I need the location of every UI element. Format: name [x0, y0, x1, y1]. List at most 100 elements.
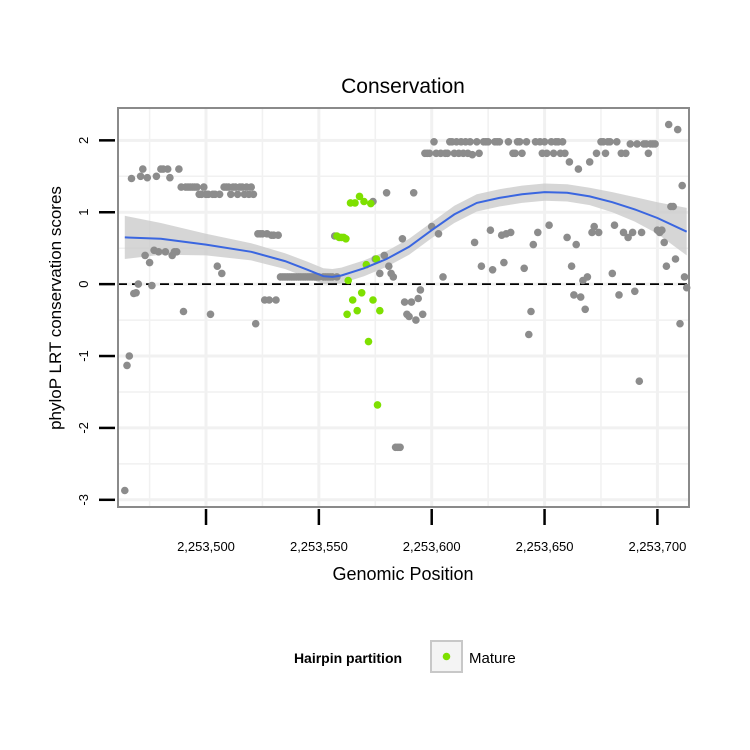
point-other: [139, 165, 147, 173]
x-tick-label: 2,253,500: [177, 539, 235, 554]
point-other: [545, 221, 553, 229]
x-tick-label: 2,253,600: [403, 539, 461, 554]
point-other: [588, 228, 596, 237]
point-mature: [342, 235, 350, 243]
point-other: [166, 173, 174, 182]
point-other: [161, 248, 170, 256]
point-mature: [376, 306, 384, 315]
point-other: [215, 190, 224, 199]
point-other: [145, 258, 154, 267]
point-other: [148, 281, 156, 290]
point-other: [274, 231, 283, 239]
point-other: [529, 240, 538, 249]
point-other: [608, 269, 617, 278]
point-other: [522, 138, 531, 146]
point-other: [624, 233, 632, 242]
point-other: [678, 181, 686, 190]
point-other: [518, 149, 526, 158]
point-other: [565, 158, 574, 166]
x-tick-label: 2,253,700: [628, 539, 686, 554]
point-other: [470, 238, 479, 247]
point-mature: [348, 296, 357, 304]
chart-title: Conservation: [341, 75, 465, 98]
point-other: [425, 149, 434, 158]
point-other: [563, 233, 571, 242]
point-other: [409, 189, 418, 197]
point-other: [534, 228, 542, 237]
point-other: [152, 172, 161, 181]
point-other: [504, 138, 513, 146]
point-mature: [344, 276, 353, 285]
point-mature: [351, 199, 359, 207]
point-other: [644, 149, 653, 158]
point-other: [400, 298, 409, 306]
y-tick-label: -3: [76, 494, 91, 506]
point-other: [398, 235, 407, 243]
point-other: [615, 291, 623, 299]
point-other: [175, 165, 183, 173]
point-other: [626, 140, 635, 148]
point-other: [540, 138, 549, 146]
legend-mature-marker: [442, 652, 451, 661]
x-axis-label: Genomic Position: [332, 564, 473, 584]
point-other: [680, 273, 689, 281]
point-other: [172, 248, 181, 256]
point-other: [475, 149, 483, 158]
point-other: [127, 174, 136, 183]
point-other: [613, 138, 621, 146]
point-other: [515, 138, 524, 146]
smooth-trend-line: [124, 191, 688, 278]
point-mature: [373, 401, 382, 409]
point-other: [635, 377, 644, 386]
points-layer: [121, 120, 691, 495]
point-mature: [355, 192, 364, 201]
point-other: [265, 296, 274, 304]
point-other: [601, 149, 610, 158]
point-other: [581, 305, 589, 314]
y-tick-label: 2: [76, 137, 91, 144]
y-tick-label: 1: [76, 209, 91, 216]
x-axis: 2,253,500 2,253,550 2,253,600 2,253,650 2,25…: [177, 509, 686, 554]
point-other: [125, 352, 134, 360]
y-tick-label: -1: [76, 350, 91, 362]
point-other: [473, 138, 481, 146]
point-other: [434, 230, 443, 238]
point-other: [193, 183, 201, 191]
point-other: [637, 228, 646, 237]
point-mature: [367, 199, 375, 208]
point-other: [251, 319, 260, 328]
point-other: [664, 120, 673, 129]
point-other: [576, 293, 585, 301]
point-other: [396, 443, 404, 452]
point-other: [633, 140, 641, 148]
point-other: [179, 307, 188, 316]
point-other: [583, 273, 592, 281]
point-other: [590, 222, 598, 231]
point-other: [218, 269, 226, 278]
point-other: [418, 310, 427, 319]
point-other: [443, 149, 452, 158]
plot-background: [118, 108, 689, 507]
point-other: [570, 291, 578, 299]
point-other: [486, 226, 495, 234]
point-other: [585, 158, 594, 166]
point-other: [206, 310, 215, 319]
point-other: [163, 165, 172, 173]
point-other: [376, 269, 384, 278]
point-other: [558, 138, 567, 146]
plot-frame: [117, 107, 690, 508]
point-other: [143, 173, 152, 182]
y-axis: -3 -2 -1 0 1 2: [76, 137, 115, 506]
point-other: [123, 361, 131, 370]
point-other: [594, 228, 603, 237]
point-other: [439, 273, 447, 281]
point-other: [628, 228, 637, 237]
point-other: [247, 183, 255, 191]
confidence-band: [124, 183, 687, 285]
point-other: [416, 286, 425, 294]
point-other: [154, 248, 163, 256]
point-other: [412, 316, 420, 324]
point-other: [658, 226, 666, 234]
point-other: [511, 149, 519, 158]
